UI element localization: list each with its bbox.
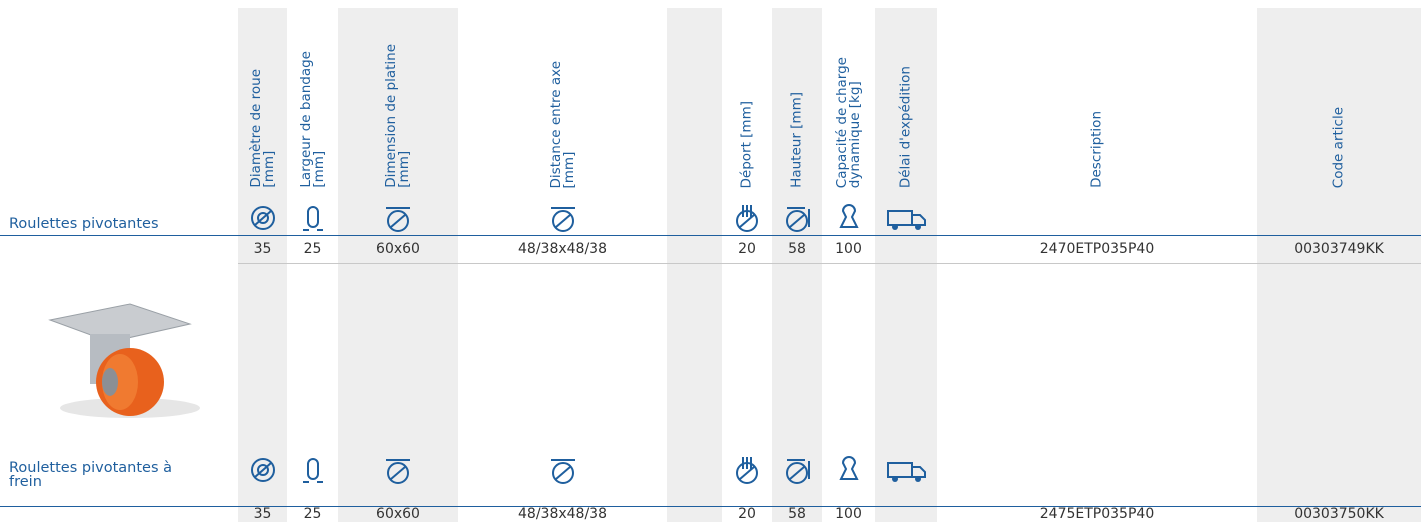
row-rule [0,506,1421,507]
page: Diamètre de roue[mm] Largeur de bandage[m… [0,0,1421,522]
row-rule [0,235,1421,236]
row-label: Roulettes pivotantes à frein [9,461,199,489]
row-label: Roulettes pivotantes [9,217,199,231]
column-band [1257,8,1421,522]
column-header: Distance entre axe[mm] [550,61,576,188]
column-icon [541,455,585,485]
column-header: Description [1091,111,1104,188]
column-header: Hauteur [mm] [791,92,804,188]
table-cell: 58 [788,241,806,257]
column-header: Code article [1333,107,1346,188]
column-band [772,8,822,522]
table-cell: 2470ETP035P40 [1040,241,1154,257]
table-cell: 25 [304,506,322,522]
column-icon [241,203,285,233]
column-band [667,8,722,522]
table-cell: 60x60 [376,241,420,257]
header-line: Hauteur [mm] [791,92,804,188]
column-icon [827,203,871,233]
column-header: Déport [mm] [741,101,754,189]
row-separator [238,263,1421,264]
column-icon [884,455,928,485]
column-icon [725,203,769,233]
column-icon [541,203,585,233]
column-icon [376,203,420,233]
column-icon [775,455,819,485]
header-line: [mm] [263,69,276,188]
header-line: dynamique [kg] [849,57,862,188]
table-cell: 100 [835,506,862,522]
table-cell: 48/38x48/38 [518,241,607,257]
column-icon [775,203,819,233]
table-cell: 100 [835,241,862,257]
header-line: Code article [1333,107,1346,188]
table-cell: 20 [738,241,756,257]
column-icon [827,455,871,485]
table-cell: 00303749KK [1294,241,1384,257]
header-line: [mm] [313,51,326,188]
column-icon [291,203,335,233]
table-cell: 35 [254,241,272,257]
table-cell: 25 [304,241,322,257]
column-icon [376,455,420,485]
column-icon [241,455,285,485]
column-icon [884,203,928,233]
header-line: Déport [mm] [741,101,754,189]
table-cell: 58 [788,506,806,522]
table-cell: 35 [254,506,272,522]
header-line: [mm] [398,44,411,188]
header-line: Description [1091,111,1104,188]
column-header: Délai d'expédition [900,66,913,188]
column-header: Largeur de bandage[mm] [300,51,326,188]
table-cell: 60x60 [376,506,420,522]
table-cell: 2475ETP035P40 [1040,506,1154,522]
column-header: Diamètre de roue[mm] [250,69,276,188]
table-cell: 20 [738,506,756,522]
column-header: Dimension de platine[mm] [385,44,411,188]
table-cell: 00303750KK [1294,506,1384,522]
column-icon [725,455,769,485]
header-line: [mm] [563,61,576,188]
product-image [30,290,210,430]
table-cell: 48/38x48/38 [518,506,607,522]
header-line: Délai d'expédition [900,66,913,188]
column-icon [291,455,335,485]
